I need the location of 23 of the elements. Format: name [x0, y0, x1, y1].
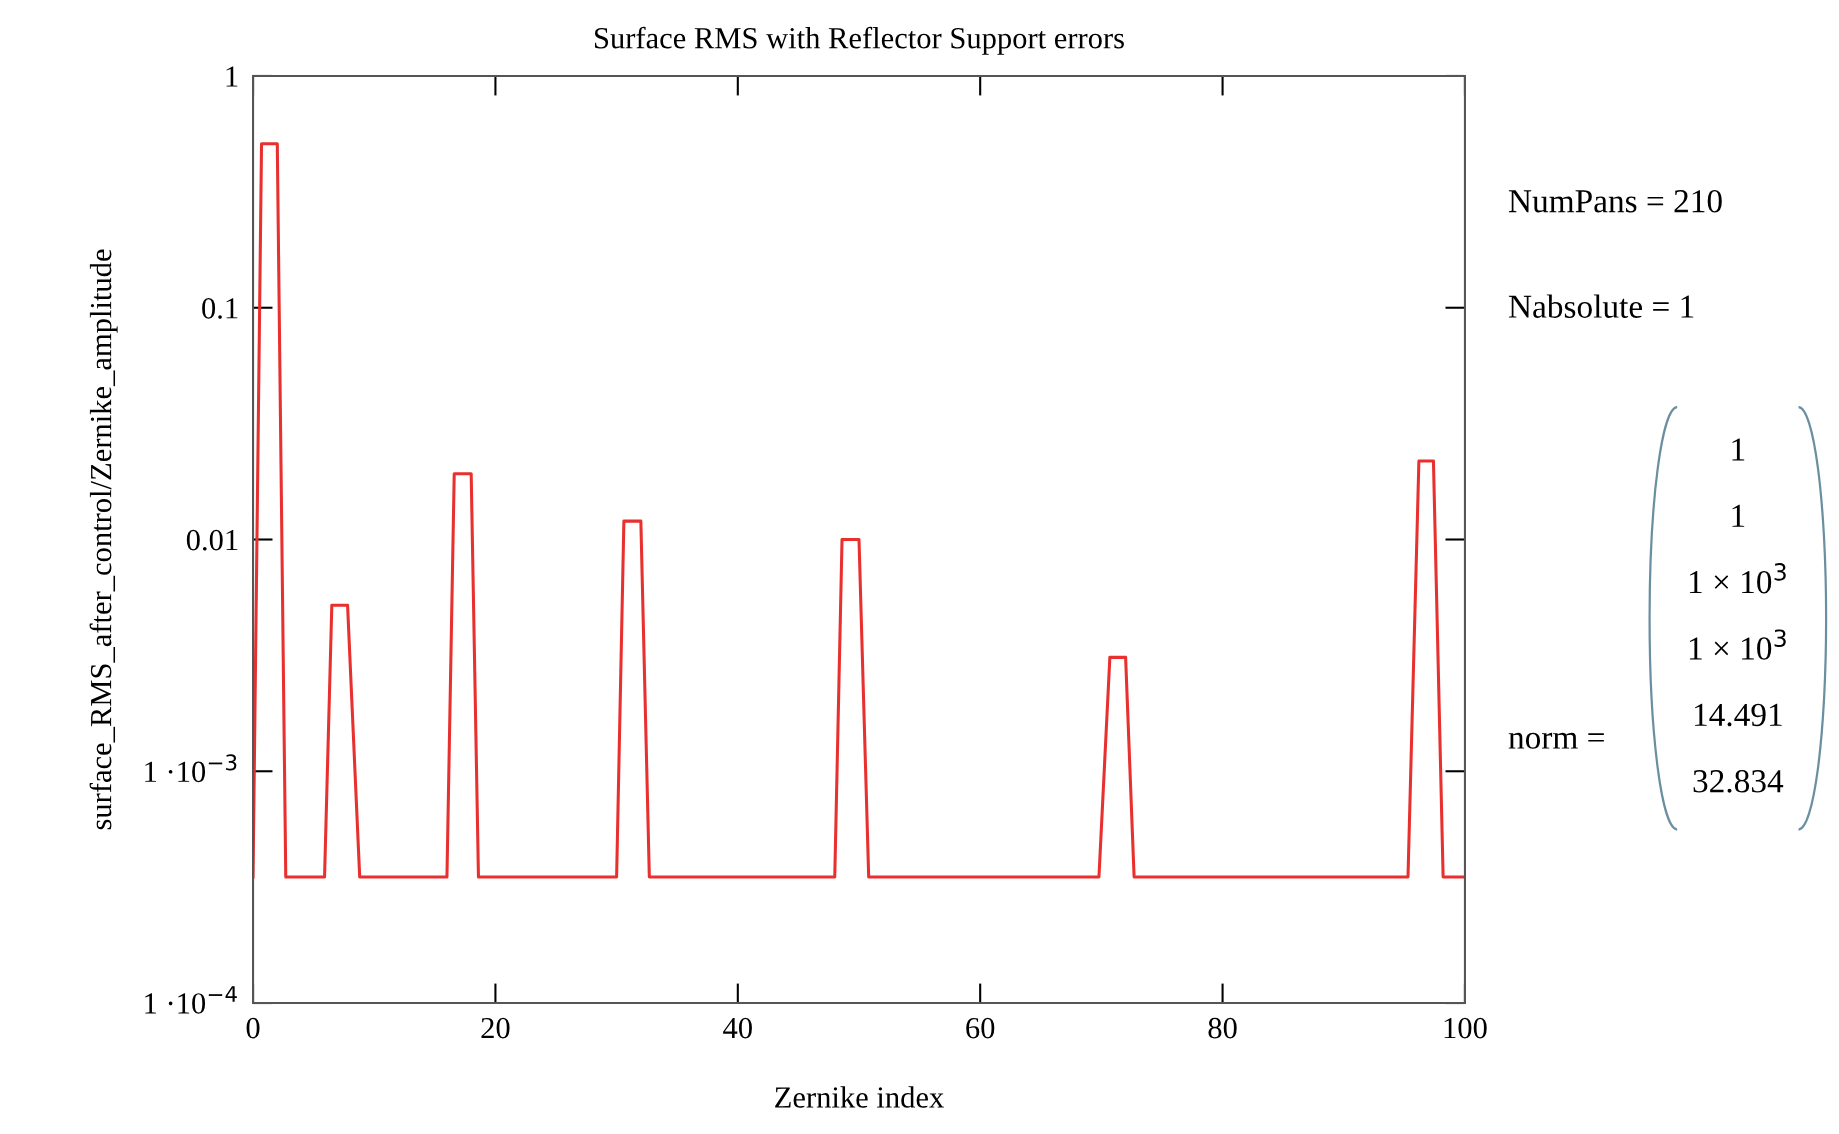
y-tick-label: 0.1 [202, 298, 238, 319]
x-tick-label: 80 [1208, 1017, 1237, 1039]
y-tick-label: 1 [226, 66, 238, 87]
chart-title: Surface RMS with Reflector Support errors [595, 26, 1124, 55]
text: norm = [1508, 732, 1604, 749]
y-tick-label: 0.01 [186, 529, 238, 551]
text: 1 [1732, 438, 1745, 461]
text: 1 × 10$^{3}$ [1689, 563, 1786, 594]
x-tick-label: 100 [1444, 1017, 1487, 1039]
x-tick-label: 60 [966, 1017, 995, 1039]
x-axis-title: Zernike index [775, 1086, 944, 1108]
x-tick-label: 20 [481, 1017, 510, 1039]
y-axis-title: surface_RMS_after_control/Zernike_amplitude [89, 249, 118, 830]
x-tick-label: 40 [723, 1017, 752, 1039]
y-tick-label: 1 ·10$^{−3}$ [145, 754, 237, 783]
text: NumPans = 210 [1508, 189, 1722, 213]
text: 32.834 [1693, 770, 1784, 793]
x-tick-label: 0 [246, 1017, 260, 1039]
text: 1 × 10$^{3}$ [1689, 629, 1786, 660]
text: 1 [1732, 504, 1745, 527]
text: 14.491 [1694, 703, 1782, 727]
y-tick-label: 1 ·10$^{−4}$ [145, 986, 237, 1014]
text: Nabsolute = 1 [1508, 294, 1694, 318]
